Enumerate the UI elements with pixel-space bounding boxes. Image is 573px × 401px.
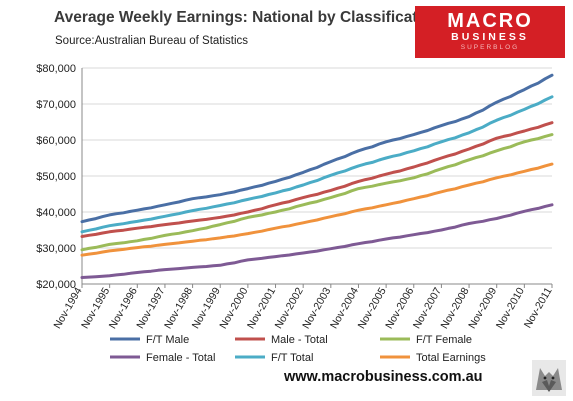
legend-label-2: F/T Female [416,334,472,346]
logo-line-2: BUSINESS [451,31,529,43]
y-tick-label: $50,000 [36,171,76,183]
legend-label-4: F/T Total [271,352,313,364]
axes: $20,000 $30,000 $40,000 $50,000 $60,000 $70,0… [36,63,554,331]
series-line-0 [80,73,554,224]
y-tick-label: $70,000 [36,99,76,111]
legend: F/T Male Male - Total F/T Female Female - T… [110,334,486,364]
legend-label-5: Total Earnings [416,352,486,364]
chart-source: Source:Australian Bureau of Statistics [55,35,249,47]
series-line-2 [80,133,554,252]
y-tick-label: $60,000 [36,135,76,147]
x-tick-label: Nov-2011 [522,285,555,330]
legend-label-1: Male - Total [271,334,328,346]
logo-line-1: MACRO [447,10,533,32]
series-line-3 [80,203,554,279]
y-tick-label: $20,000 [36,279,76,291]
series-lines [80,73,554,279]
macrobusiness-logo: MACRO BUSINESS SUPERBLOG [415,6,565,58]
series-line-1 [80,121,554,238]
footer-url: www.macrobusiness.com.au [284,369,483,385]
series-line-4 [80,95,554,234]
legend-label-3: Female - Total [146,352,216,364]
y-tick-label: $30,000 [36,243,76,255]
logo-line-3: SUPERBLOG [460,44,520,51]
legend-label-0: F/T Male [146,334,189,346]
series-line-5 [80,162,554,257]
y-tick-label: $80,000 [36,63,76,75]
y-tick-label: $40,000 [36,207,76,219]
chart-title: Average Weekly Earnings: National by Cla… [54,9,441,26]
wolf-logo-icon [532,360,566,396]
